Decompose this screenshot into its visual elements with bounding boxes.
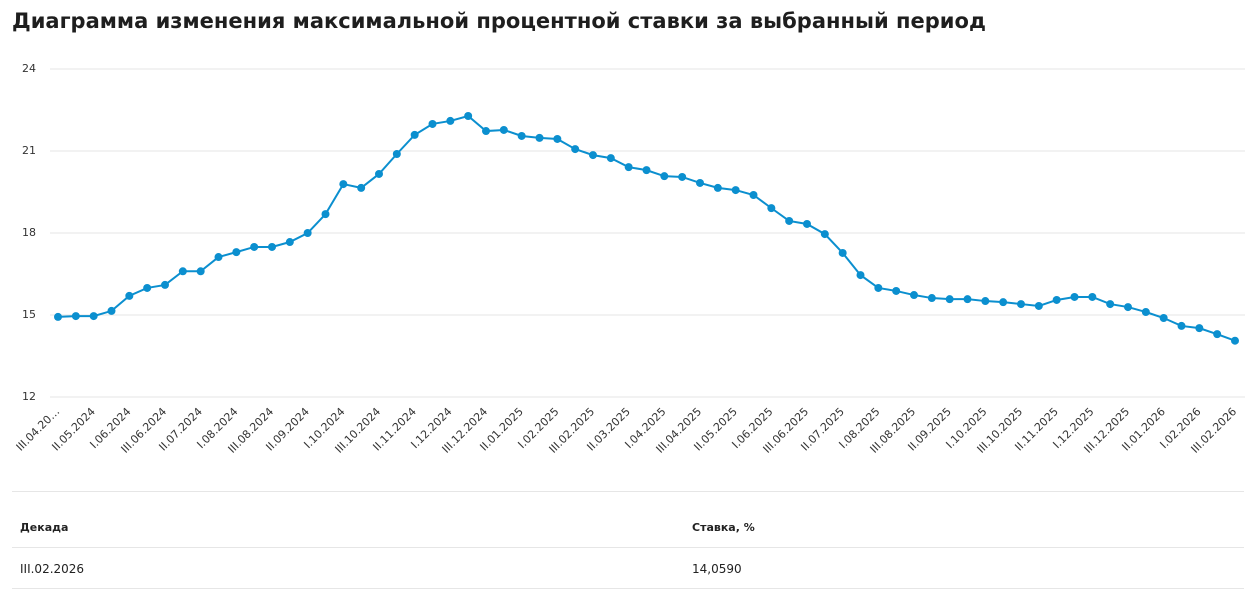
- point: [999, 298, 1008, 307]
- point: [945, 295, 954, 304]
- point: [303, 229, 312, 237]
- point: [1177, 321, 1186, 330]
- point: [1195, 324, 1204, 333]
- y-tick-label: 12: [22, 390, 36, 403]
- point: [785, 216, 794, 225]
- table-row: III.02.2026 14,0590: [12, 547, 1244, 589]
- point: [838, 248, 847, 257]
- point: [535, 133, 544, 142]
- chart: Диаграмма изменения максимальной процент…: [12, 9, 1245, 456]
- point: [161, 280, 169, 289]
- point: [963, 295, 972, 304]
- point: [678, 172, 687, 181]
- point: [856, 271, 865, 280]
- point: [731, 186, 740, 195]
- point: [268, 242, 276, 251]
- point: [428, 119, 437, 128]
- point: [1213, 330, 1222, 339]
- point: [446, 116, 455, 125]
- point: [1070, 292, 1079, 301]
- point: [143, 283, 152, 292]
- point: [357, 183, 366, 192]
- point: [1017, 300, 1025, 309]
- point: [874, 283, 883, 292]
- point: [696, 178, 704, 187]
- y-tick-label: 18: [22, 226, 36, 239]
- y-tick-label: 15: [22, 308, 36, 321]
- point: [820, 230, 829, 239]
- point: [1141, 307, 1150, 316]
- point: [464, 112, 473, 121]
- point: [482, 127, 490, 136]
- header-cell: Ставка, %: [692, 521, 755, 534]
- point: [178, 267, 187, 276]
- point: [89, 312, 98, 321]
- point: [767, 204, 776, 213]
- point: [606, 154, 615, 163]
- table: Декада Ставка, % III.02.2026 14,0590: [12, 491, 1244, 589]
- point: [250, 242, 259, 251]
- point: [125, 291, 134, 300]
- point: [517, 131, 526, 140]
- point: [713, 183, 722, 192]
- point: [571, 145, 580, 154]
- line: [57, 114, 1236, 342]
- point: [1106, 300, 1115, 309]
- point: [1124, 303, 1132, 312]
- point: [321, 210, 330, 219]
- point: [927, 294, 936, 303]
- y-tick-label: 21: [22, 144, 36, 157]
- point: [499, 125, 508, 134]
- point: [642, 166, 651, 175]
- y-tick-label: 24: [22, 62, 36, 75]
- point: [749, 191, 758, 200]
- chart-title: Диаграмма изменения максимальной процент…: [12, 9, 986, 33]
- point: [71, 312, 80, 321]
- point: [1088, 292, 1097, 301]
- point: [589, 151, 597, 160]
- point: [981, 297, 990, 306]
- point: [892, 286, 901, 295]
- point: [339, 180, 348, 189]
- header-cell: Декада: [20, 521, 69, 534]
- point: [910, 291, 918, 300]
- point: [392, 150, 401, 159]
- point: [54, 312, 62, 321]
- point: [1034, 301, 1043, 310]
- point: [410, 130, 419, 139]
- point: [107, 306, 116, 315]
- point: [196, 267, 205, 276]
- table-header: Декада Ставка, %: [12, 491, 1244, 547]
- point: [285, 238, 294, 247]
- point: [214, 253, 223, 262]
- point: [1159, 314, 1168, 323]
- point: [232, 248, 241, 257]
- point: [660, 172, 669, 181]
- cell: 14,0590: [692, 562, 742, 576]
- point: [803, 219, 811, 228]
- point: [1231, 336, 1239, 345]
- cell: III.02.2026: [20, 562, 85, 576]
- point: [375, 169, 383, 178]
- point: [1052, 295, 1061, 304]
- point: [624, 163, 633, 172]
- point: [553, 134, 562, 143]
